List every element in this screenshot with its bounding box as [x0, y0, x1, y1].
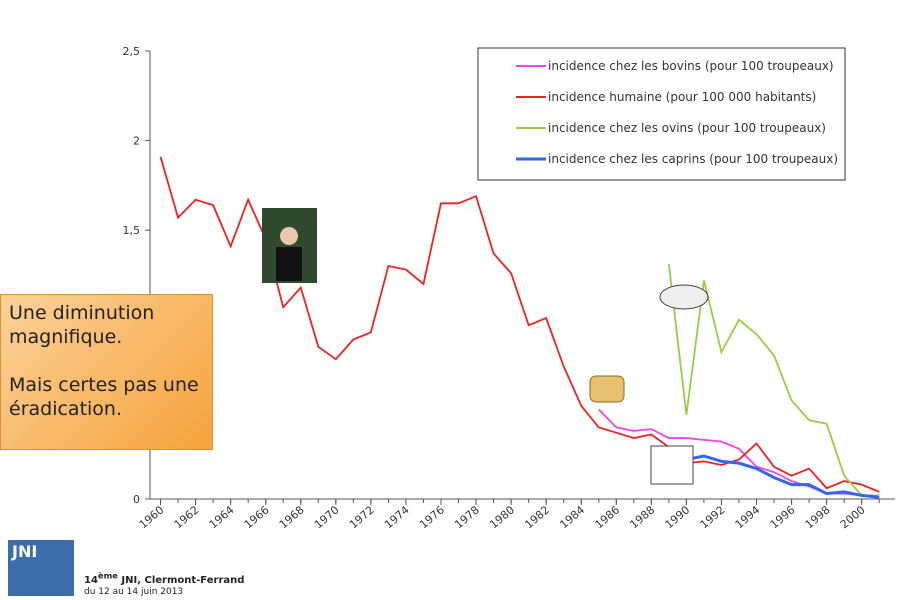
y-tick-label: 0: [133, 493, 140, 506]
x-tick-label: 1960: [137, 503, 167, 531]
cow-icon: [589, 375, 625, 403]
legend-label: incidence chez les ovins (pour 100 troup…: [548, 121, 826, 135]
x-tick-label: 1990: [663, 503, 693, 531]
footer-text: 14: [84, 575, 98, 587]
illustrations: [262, 208, 709, 485]
x-tick-label: 1982: [522, 503, 552, 531]
x-tick-label: 1964: [207, 503, 237, 531]
x-tick-label: 1968: [277, 503, 307, 531]
callout: Une diminution magnifique. Mais certes p…: [0, 294, 213, 450]
callout-text: Mais certes pas une éradication.: [9, 374, 199, 420]
x-tick-label: 1978: [452, 503, 482, 531]
x-tick-label: 1972: [347, 503, 377, 531]
series-line: [686, 454, 880, 499]
footer: 14ème JNI, Clermont-Ferrand du 12 au 14 …: [84, 571, 244, 598]
x-tick-label: 1996: [768, 503, 798, 531]
y-tick-label: 2: [133, 135, 140, 148]
y-tick-label: 2,5: [123, 45, 141, 58]
logo: JNI: [8, 540, 74, 596]
x-tick-label: 1988: [627, 503, 657, 531]
x-tick-label: 1994: [733, 503, 763, 531]
x-tick-label: 1984: [557, 503, 587, 531]
x-tick-label: 1974: [382, 503, 412, 531]
goat-icon: [650, 445, 694, 485]
legend-label: incidence chez les bovins (pour 100 trou…: [548, 59, 834, 73]
x-tick-label: 2000: [838, 503, 868, 531]
legend-label: incidence humaine (pour 100 000 habitant…: [548, 90, 816, 104]
x-tick-label: 1992: [698, 503, 728, 531]
callout-text: Une diminution magnifique.: [9, 302, 155, 348]
x-tick-label: 1970: [312, 503, 342, 531]
x-tick-label: 1986: [592, 503, 622, 531]
x-tick-label: 1980: [487, 503, 517, 531]
footer-text: ème: [97, 571, 118, 581]
officer-face: [280, 227, 298, 245]
x-tick-label: 1966: [242, 503, 272, 531]
footer-text: JNI, Clermont-Ferrand: [117, 575, 245, 587]
footer-text: du 12 au 14 juin 2013: [84, 587, 184, 598]
x-tick-label: 1976: [417, 503, 447, 531]
series-line: [159, 156, 880, 493]
sheep-icon: [659, 284, 709, 310]
series-line: [667, 264, 880, 497]
y-tick-label: 1,5: [123, 224, 141, 237]
legend-label: incidence chez les caprins (pour 100 tro…: [548, 152, 838, 166]
officer-body: [276, 247, 302, 281]
x-tick-label: 1962: [172, 503, 202, 531]
x-tick-label: 1998: [803, 503, 833, 531]
